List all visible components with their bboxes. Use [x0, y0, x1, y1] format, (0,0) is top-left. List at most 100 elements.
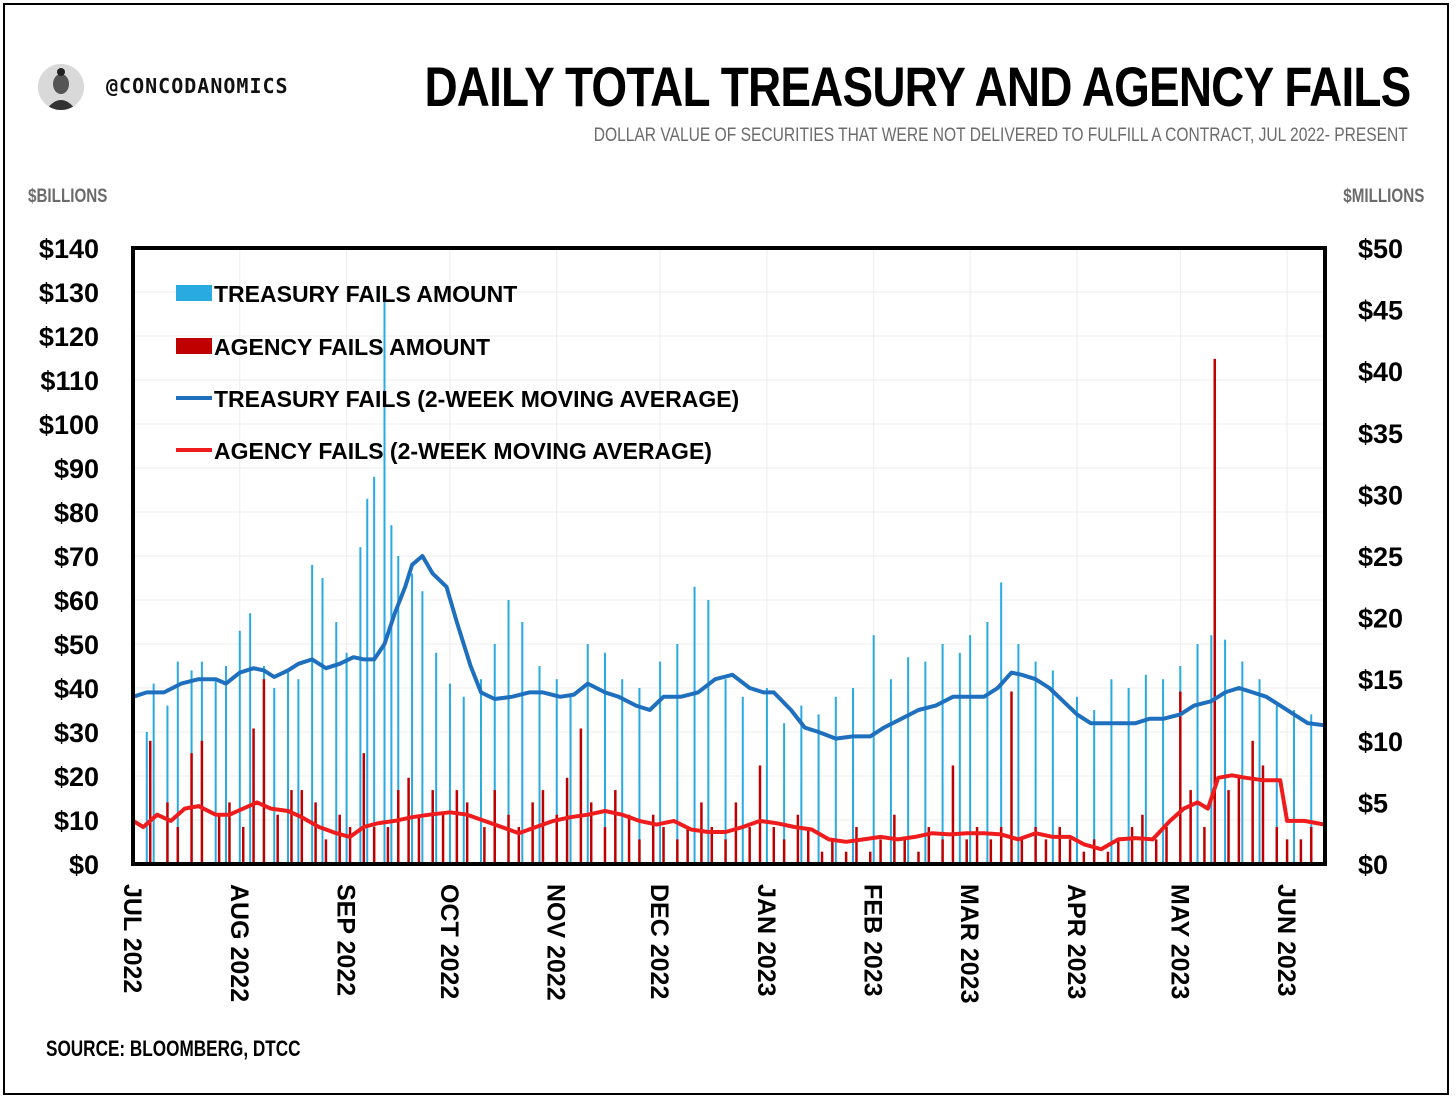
treasury-fail-bar: [1017, 644, 1020, 864]
agency-fail-bar: [241, 827, 245, 864]
treasury-fail-bar: [817, 714, 820, 864]
treasury-fail-bar: [741, 696, 744, 864]
treasury-fail-bar: [479, 679, 482, 864]
treasury-fail-bar: [448, 683, 451, 864]
agency-fail-bar: [1068, 839, 1072, 864]
agency-fail-bar: [676, 839, 679, 864]
treasury-fail-bar: [621, 679, 624, 864]
agency-fail-bar: [710, 827, 714, 864]
agency-fail-bar: [1010, 691, 1013, 864]
left-axis-tick-label: $0: [69, 850, 99, 880]
x-axis-tick-label: DEC 2022: [645, 884, 673, 999]
treasury-fail-bar: [538, 666, 541, 864]
agency-fail-bar: [493, 790, 496, 864]
agency-fail-bar: [1203, 827, 1206, 864]
agency-fail-bar: [1299, 839, 1303, 864]
x-axis-tick-label: NOV 2022: [542, 884, 570, 1001]
chart-subtitle: DOLLAR VALUE OF SECURITIES THAT WERE NOT…: [593, 125, 1408, 146]
agency-fail-bar: [700, 802, 703, 864]
treasury-fail-bar: [249, 613, 252, 864]
agency-fail-bar: [868, 851, 872, 864]
right-axis-tick-label: $10: [1358, 727, 1403, 757]
x-axis-tick-label: JUL 2022: [118, 884, 146, 993]
treasury-fail-bar: [287, 670, 290, 864]
treasury-fail-bar: [958, 652, 961, 864]
agency-fail-bar: [252, 728, 255, 864]
legend-label: TREASURY FAILS AMOUNT: [214, 281, 517, 307]
agency-fail-bar: [166, 802, 169, 864]
agency-fail-bar: [324, 839, 328, 864]
agency-fail-bar: [1275, 827, 1279, 864]
agency-fail-bar: [772, 827, 776, 864]
right-axis-tick-label: $40: [1358, 357, 1403, 387]
author-handle: @CONCODANOMICS: [106, 74, 289, 98]
agency-fail-bar: [965, 839, 968, 864]
left-axis-tick-label: $40: [54, 674, 99, 704]
agency-fail-bar: [555, 814, 558, 864]
left-axis-tick-label: $100: [39, 410, 99, 440]
treasury-fail-bar: [311, 564, 314, 864]
legend-swatch: [176, 338, 212, 354]
treasury-fail-bar: [1258, 679, 1261, 864]
agency-fail-bar: [217, 814, 221, 864]
agency-fail-bar: [1044, 839, 1048, 864]
treasury-fail-bar: [335, 622, 338, 864]
left-axis-tick-label: $10: [54, 806, 99, 836]
treasury-fail-bar: [1275, 705, 1278, 864]
agency-fail-bar: [200, 740, 204, 864]
agency-fail-bar: [927, 827, 931, 864]
treasury-bars: [132, 292, 1326, 864]
x-axis-tick-label: FEB 2023: [859, 884, 887, 997]
treasury-fail-bar: [366, 498, 369, 864]
plot-border: [131, 246, 1327, 866]
x-axis-tick-label: MAY 2023: [1165, 884, 1193, 999]
treasury-fail-bar: [603, 652, 606, 864]
right-axis-unit-label: $MILLIONS: [1342, 186, 1424, 207]
agency-fail-bar: [662, 827, 665, 864]
treasury-fail-bar: [872, 635, 875, 864]
treasury-fail-bar: [359, 547, 362, 864]
agency-fail-bar: [734, 802, 738, 864]
legend-label: TREASURY FAILS (2-WEEK MOVING AVERAGE): [214, 386, 739, 412]
agency-fail-bar: [338, 814, 341, 864]
treasury-fail-bar: [1162, 679, 1165, 864]
agency-fail-bar: [465, 802, 469, 864]
left-axis-tick-label: $50: [54, 630, 99, 660]
treasury-fail-bar: [507, 600, 510, 864]
agency-fail-bar: [1082, 851, 1086, 864]
right-axis-tick-label: $30: [1358, 480, 1403, 510]
left-axis-tick-label: $130: [39, 278, 99, 308]
treasury-fail-bar: [397, 556, 400, 864]
agency-fail-bar: [397, 790, 400, 864]
treasury-fail-bar: [969, 635, 972, 864]
agency-fail-bar: [441, 814, 445, 864]
agency-fail-bar: [386, 827, 390, 864]
treasury-fail-bar: [1210, 635, 1213, 864]
agency-fail-bar: [638, 839, 641, 864]
agency-bars: [131, 358, 1327, 864]
left-axis-tick-label: $110: [40, 366, 99, 396]
x-axis-tick-label: OCT 2022: [435, 884, 463, 999]
agency-fail-bar: [483, 827, 486, 864]
agency-fail-bar: [290, 790, 293, 864]
agency-fail-bar: [1154, 839, 1158, 864]
agency-fail-bar: [1034, 827, 1037, 864]
agency-moving-average-line: [131, 773, 1326, 852]
left-axis-unit-label: $BILLIONS: [28, 186, 108, 207]
treasury-fail-bar: [238, 630, 241, 864]
agency-fail-bar: [228, 802, 231, 864]
right-axis-tick-label: $5: [1358, 788, 1388, 818]
agency-fail-bar: [1106, 851, 1110, 864]
treasury-fail-bar: [834, 696, 837, 864]
treasury-fail-bar: [1127, 688, 1130, 864]
right-axis-tick-label: $50: [1358, 234, 1403, 264]
right-axis-tick-label: $35: [1358, 419, 1403, 449]
treasury-fail-bar: [724, 679, 727, 864]
x-axis-tick-label: JUN 2023: [1272, 884, 1300, 997]
agency-fail-bar: [417, 814, 421, 864]
treasury-fail-bar: [152, 683, 155, 864]
treasury-fail-bar: [1093, 710, 1096, 864]
treasury-fail-bar: [1224, 639, 1227, 864]
treasury-fail-bar: [924, 661, 927, 864]
agency-fail-bar: [999, 827, 1003, 864]
